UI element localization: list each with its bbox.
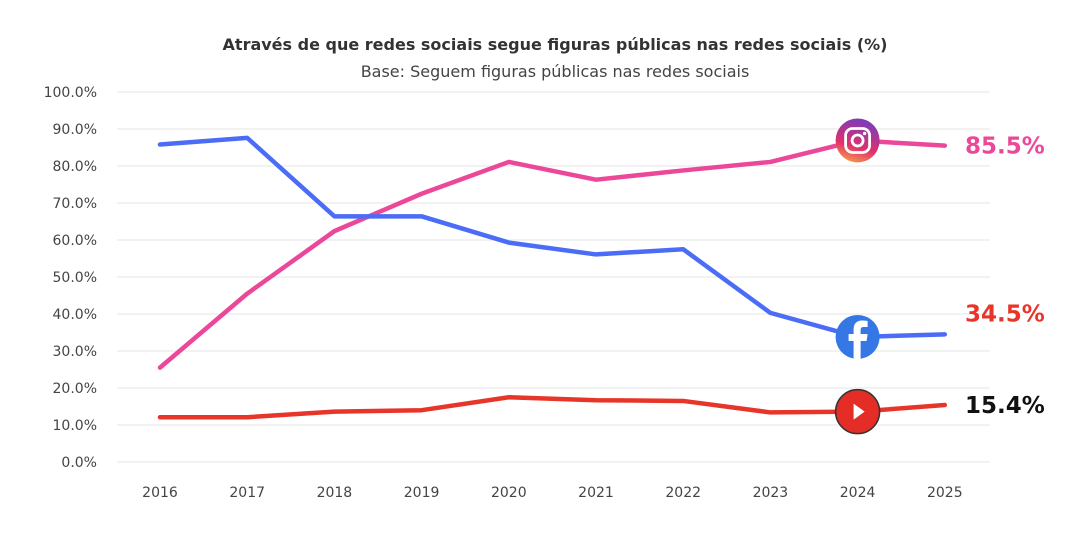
y-axis: 0.0% 10.0% 20.0% 30.0% 40.0% 50.0% 60.0% 70.0% 8…	[44, 85, 97, 471]
series-lines	[157, 135, 948, 420]
series-line-facebook	[157, 135, 948, 340]
y-tick-label: 70.0%	[53, 196, 97, 212]
x-tick-label: 2017	[229, 485, 265, 501]
chart-subtitle: Base: Seguem figuras públicas nas redes …	[361, 62, 750, 81]
chart-title: Através de que redes sociais segue figur…	[223, 35, 888, 54]
youtube-icon	[834, 388, 881, 435]
x-tick-label: 2024	[840, 485, 876, 501]
series-icons	[834, 118, 881, 435]
end-label: 34.5%	[965, 301, 1045, 327]
y-tick-label: 20.0%	[53, 381, 97, 397]
facebook-icon	[835, 314, 880, 359]
y-tick-label: 0.0%	[61, 455, 97, 471]
y-tick-label: 60.0%	[53, 233, 97, 249]
end-label: 85.5%	[965, 134, 1045, 160]
x-tick-label: 2018	[317, 485, 353, 501]
end-label: 15.4%	[965, 393, 1045, 419]
y-tick-label: 10.0%	[53, 418, 97, 434]
series-line-instagram	[157, 138, 948, 370]
x-tick-label: 2022	[665, 485, 701, 501]
series-line-youtube	[157, 395, 948, 420]
y-tick-label: 100.0%	[44, 85, 97, 101]
y-tick-label: 80.0%	[53, 159, 97, 175]
x-axis: 2016 2017 2018 2019 2020 2021 2022 2023 2024 2025	[142, 485, 962, 501]
y-tick-label: 90.0%	[53, 122, 97, 138]
x-tick-label: 2020	[491, 485, 527, 501]
y-tick-label: 50.0%	[53, 270, 97, 286]
x-tick-label: 2019	[404, 485, 440, 501]
y-tick-label: 30.0%	[53, 344, 97, 360]
x-tick-label: 2023	[753, 485, 789, 501]
instagram-icon	[835, 118, 880, 163]
end-labels: 85.5% 34.5% 15.4%	[965, 134, 1045, 419]
x-tick-label: 2025	[927, 485, 963, 501]
x-tick-label: 2016	[142, 485, 178, 501]
x-tick-label: 2021	[578, 485, 614, 501]
y-tick-label: 40.0%	[53, 307, 97, 323]
